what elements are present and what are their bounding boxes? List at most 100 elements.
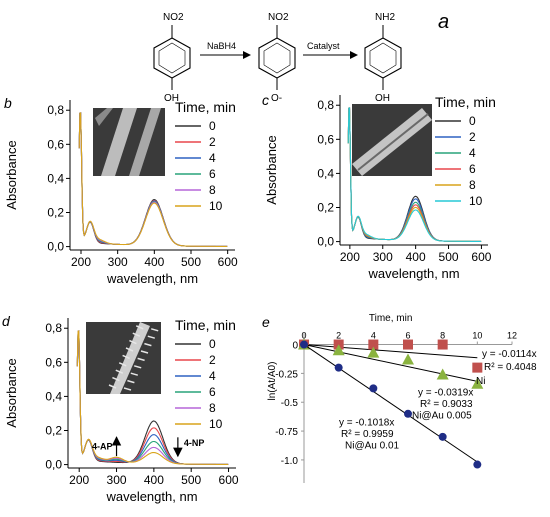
y-tick-label: 0,6 (317, 132, 334, 146)
legend-label-6: 6 (209, 167, 216, 181)
legend-label-0: 0 (209, 337, 216, 351)
intermediate-o-label: O- (271, 93, 282, 104)
reactant-ring-inner (158, 42, 186, 74)
panel-c-spectra: 200 300 400 500 600 0,0 0,2 0,4 0,6 0,8 wavelength… (262, 92, 496, 281)
x-tick-label: 500 (181, 473, 201, 487)
data-point-square (437, 339, 448, 350)
sem-spike (133, 365, 142, 369)
fit-equation-niau01: y = -0.1018x (339, 417, 394, 428)
y-tick-label: 0,8 (317, 98, 334, 112)
product-oh-label: OH (375, 93, 390, 104)
x-tick-label: 6 (405, 331, 410, 341)
x-tick-label: 500 (181, 255, 201, 269)
fit-equation-ni: y = -0.0114x (482, 349, 537, 360)
legend-label-10: 10 (469, 194, 483, 208)
fit-r2-niau005: R² = 0.9033 (420, 399, 473, 410)
data-point-circle (300, 340, 308, 349)
spectrum-line-10 (78, 112, 228, 247)
spectrum-line-10 (76, 330, 229, 465)
x-tick-label: 12 (507, 331, 517, 341)
data-point-square (403, 339, 413, 350)
spectrum-line-10 (347, 107, 482, 242)
x-tick-label: 600 (219, 473, 239, 487)
x-tick-label: 200 (71, 255, 91, 269)
x-tick-label: 300 (373, 250, 393, 264)
series-label-niau005: Ni@Au 0.005 (412, 410, 472, 421)
product-ring-inner (369, 42, 397, 74)
y-axis-title: ln(At/A0) (267, 362, 278, 401)
legend-label-4: 4 (209, 369, 216, 383)
x-axis-title: wavelength, nm (367, 266, 459, 281)
x-tick-label: 400 (144, 255, 164, 269)
x-axis-title: wavelength, nm (106, 271, 198, 286)
y-tick-label: 0,6 (47, 137, 64, 151)
intermediate-group-label: NO2 (268, 12, 289, 23)
sem-inset-image (93, 108, 165, 176)
legend-title: Time, min (175, 317, 236, 333)
legend-label-8: 8 (469, 178, 476, 192)
y-axis-title: Absorbance (4, 358, 19, 427)
legend-label-10: 10 (209, 199, 223, 213)
legend-title: Time, min (435, 94, 496, 110)
legend-label-8: 8 (209, 401, 216, 415)
legend-label-6: 6 (209, 385, 216, 399)
y-tick-label: 0,8 (47, 103, 64, 117)
annotation-4ap: 4-AP (92, 441, 113, 451)
y-tick-label: -0.5 (281, 398, 299, 409)
legend-label-4: 4 (469, 146, 476, 160)
sem-wire (129, 108, 161, 176)
fit-line-ni-au-0-01 (303, 344, 478, 463)
annotation-4np: 4-NP (184, 438, 205, 448)
y-tick-label: 0,8 (45, 321, 62, 335)
data-point-circle (438, 432, 447, 441)
data-point-triangle (402, 353, 414, 365)
legend-label-10: 10 (209, 417, 223, 431)
legend-label-4: 4 (209, 151, 216, 165)
x-tick-label: 0 (301, 331, 306, 341)
y-tick-label: 0,6 (45, 355, 62, 369)
x-tick-label: 400 (406, 250, 426, 264)
y-tick-label: 0,4 (45, 389, 62, 403)
x-axis-title: wavelength, nm (105, 489, 197, 504)
sem-spike (115, 369, 124, 374)
x-tick-label: 600 (218, 255, 238, 269)
data-point-square (472, 362, 483, 373)
fit-r2-ni: R² = 0.4048 (484, 362, 537, 373)
y-tick-label: 0 (292, 341, 298, 352)
x-tick-label: 8 (440, 331, 445, 341)
sem-spike (147, 335, 156, 339)
sem-spike (137, 357, 145, 362)
x-tick-label: 300 (108, 255, 128, 269)
y-tick-label: 0,0 (317, 235, 334, 249)
data-point-circle (334, 363, 343, 372)
reaction-scheme: NO2 OH NaBH4 NO2 O- Catalyst NH2 OH a (153, 11, 449, 104)
sem-spike (123, 387, 132, 391)
sem-inset-image (352, 104, 432, 176)
sem-spike (140, 350, 149, 354)
legend-label-2: 2 (209, 135, 216, 149)
panel-d-spectra: 200 300 400 500 600 0,0 0,2 0,4 0,6 0,8 wavelength… (2, 313, 239, 504)
sem-spike (150, 328, 159, 332)
fit-line-ni-au-0-005 (303, 344, 478, 382)
data-point-circle (369, 384, 378, 393)
fit-line-ni (303, 344, 478, 359)
step1-reagent-label: NaBH4 (207, 41, 236, 51)
intermediate-ring (258, 37, 296, 79)
x-tick-label: 300 (107, 473, 127, 487)
legend-title: Time, min (175, 99, 236, 115)
sem-spike (122, 354, 130, 360)
y-tick-label: -1.0 (281, 456, 299, 467)
panel-letter-a: a (438, 11, 449, 33)
sem-spike (108, 384, 117, 389)
x-tick-label: 500 (439, 250, 459, 264)
x-axis-title: Time, min (369, 313, 413, 324)
y-tick-label: 0,0 (47, 240, 64, 254)
sem-spike (130, 372, 139, 376)
sem-spike (125, 347, 134, 352)
legend-label-2: 2 (209, 353, 216, 367)
sem-spike (127, 379, 135, 384)
legend-label-8: 8 (209, 183, 216, 197)
x-tick-label: 200 (340, 250, 360, 264)
y-tick-label: 0,2 (317, 201, 334, 215)
